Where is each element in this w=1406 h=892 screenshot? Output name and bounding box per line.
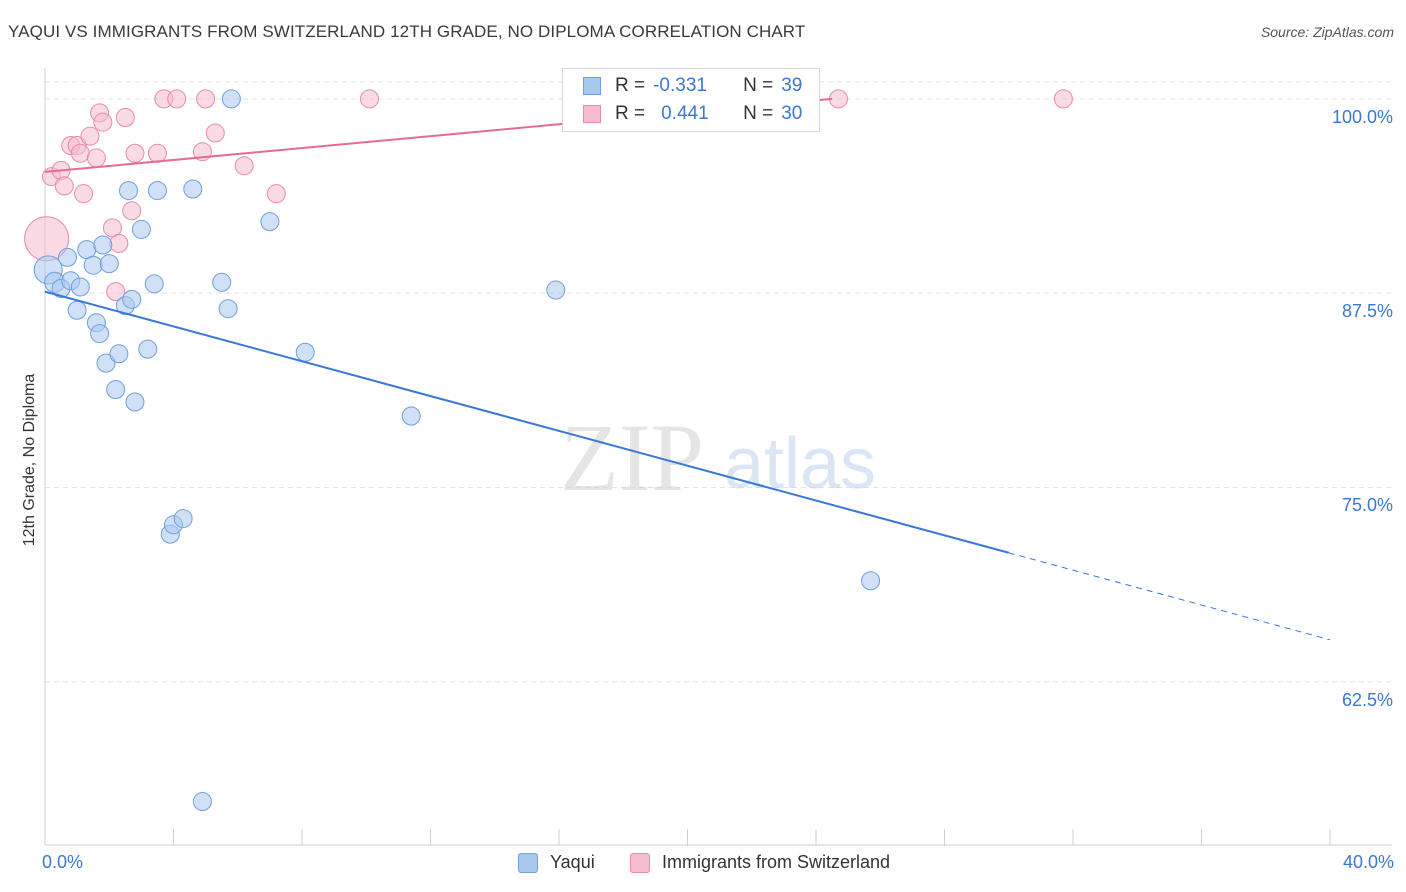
switzerland-point xyxy=(196,89,216,109)
axes xyxy=(44,68,1392,846)
legend-n-label: N = xyxy=(743,103,774,124)
source-label: Source: ZipAtlas.com xyxy=(1260,24,1394,40)
yaqui-point xyxy=(70,277,90,297)
legend-row-yaqui: R = -0.331 N = 39 xyxy=(583,73,802,99)
yaqui-point xyxy=(57,247,77,267)
yaqui-point xyxy=(90,324,110,344)
legend-label-yaqui: Yaqui xyxy=(550,852,595,872)
legend-n-label: N = xyxy=(743,75,774,96)
legend-n-value: 30 xyxy=(781,103,803,124)
yaqui-point xyxy=(173,509,193,529)
yaqui-point xyxy=(212,272,232,292)
legend-swatch-pink xyxy=(583,105,601,123)
chart-title: YAQUI VS IMMIGRANTS FROM SWITZERLAND 12T… xyxy=(8,22,806,41)
yaqui-point xyxy=(131,219,151,239)
yaqui-point xyxy=(218,299,238,319)
switzerland-point xyxy=(122,201,142,221)
switzerland-point xyxy=(86,148,106,168)
yaqui-point xyxy=(138,339,158,359)
yaqui-point xyxy=(67,300,87,320)
switzerland-point xyxy=(106,282,126,302)
switzerland-point xyxy=(359,89,379,109)
switzerland-point xyxy=(234,156,254,176)
yaqui-point xyxy=(125,392,145,412)
y-tick-label: 62.5% xyxy=(1341,689,1393,710)
series-legend: Yaqui Immigrants from Switzerland xyxy=(0,852,1406,876)
y-tick-label: 75.0% xyxy=(1341,495,1393,516)
yaqui-point xyxy=(83,255,103,275)
switzerland-point xyxy=(93,112,113,132)
legend-n-value: 39 xyxy=(781,75,803,96)
yaqui-point xyxy=(295,342,315,362)
legend-row-switzerland: R = 0.441 N = 30 xyxy=(583,101,802,127)
switzerland-point xyxy=(205,123,225,143)
correlation-legend: R = -0.331 N = 39 R = 0.441 N = 30 xyxy=(562,68,820,132)
yaqui-point xyxy=(147,181,167,201)
legend-swatch-yaqui xyxy=(518,852,538,873)
switzerland-point xyxy=(80,126,100,146)
legend-swatch-blue xyxy=(583,77,601,95)
yaqui-point xyxy=(99,254,119,274)
yaqui-trend-line xyxy=(44,290,1010,554)
legend-swatch-switzerland xyxy=(630,852,650,873)
switzerland-point xyxy=(70,143,90,163)
trend-lines xyxy=(44,97,1331,641)
yaqui-point xyxy=(109,344,129,364)
yaqui-point xyxy=(144,274,164,294)
switzerland-point xyxy=(167,89,187,109)
legend-r-value: 0.441 xyxy=(661,103,709,124)
switzerland-point xyxy=(74,184,94,204)
switzerland-point xyxy=(115,108,135,128)
legend-item-switzerland[interactable]: Immigrants from Switzerland xyxy=(630,852,890,873)
legend-label-switzerland: Immigrants from Switzerland xyxy=(662,852,891,872)
yaqui-point xyxy=(183,179,203,199)
yaqui-point xyxy=(119,181,139,201)
legend-r-label: R = xyxy=(615,103,646,124)
legend-item-yaqui[interactable]: Yaqui xyxy=(518,852,595,873)
yaqui-point xyxy=(106,380,126,400)
switzerland-point xyxy=(1053,89,1073,109)
yaqui-point xyxy=(546,280,566,300)
legend-r-label: R = xyxy=(615,75,646,96)
yaqui-point xyxy=(221,89,241,109)
switzerland-point xyxy=(54,176,74,196)
yaqui-trend-extension xyxy=(1008,552,1331,641)
yaqui-point xyxy=(192,791,212,811)
watermark-zip: ZIP xyxy=(560,404,704,511)
series-yaqui xyxy=(33,89,881,811)
series-immigrants-switzerland xyxy=(24,89,1073,302)
yaqui-point xyxy=(401,406,421,426)
yaqui-point xyxy=(93,235,113,255)
watermark-atlas: atlas xyxy=(724,424,876,504)
x-tick-label-min: 0.0% xyxy=(42,852,84,872)
y-tick-label: 87.5% xyxy=(1341,301,1393,322)
y-tick-label: 100.0% xyxy=(1331,106,1393,127)
x-tick-label-max: 40.0% xyxy=(1342,852,1394,872)
switzerland-point xyxy=(147,143,167,163)
switzerland-point xyxy=(266,184,286,204)
yaqui-point xyxy=(122,289,142,309)
yaqui-point xyxy=(260,212,280,232)
switzerland-point xyxy=(828,89,848,109)
yaqui-point xyxy=(861,571,881,591)
legend-r-value: -0.331 xyxy=(653,75,707,96)
switzerland-point xyxy=(109,233,129,253)
switzerland-point xyxy=(125,143,145,163)
yaqui-point xyxy=(96,353,116,373)
watermark: ZIP atlas xyxy=(560,404,876,511)
